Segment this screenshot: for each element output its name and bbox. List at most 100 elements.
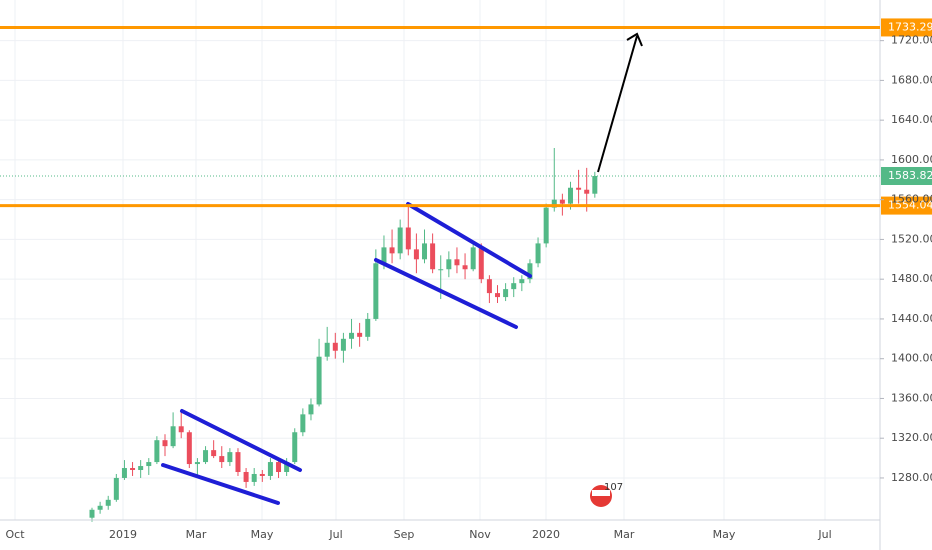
level-label: 1733.29 [888, 20, 932, 33]
candle-body [381, 247, 387, 264]
badge: 107 [590, 482, 623, 507]
candle-body [146, 462, 152, 467]
candle-body [332, 342, 338, 351]
x-tick-label: 2020 [532, 528, 560, 541]
candle-body [308, 404, 314, 415]
y-tick-label: 1360.00 [891, 391, 932, 404]
candle-body [519, 279, 525, 284]
level-label-bg [881, 196, 932, 215]
candle-body [413, 249, 419, 260]
grid [0, 0, 880, 520]
candle-body [478, 247, 484, 280]
candle-body [373, 263, 379, 319]
y-tick-label: 1480.00 [891, 272, 932, 285]
y-tick-label: 1600.00 [891, 153, 932, 166]
badge-count: 107 [604, 482, 623, 493]
last-price-label: 1583.82 [888, 169, 932, 182]
candle-body [113, 477, 119, 500]
candle-body [592, 175, 598, 194]
x-tick-label: Jul [817, 528, 831, 541]
candle-body [89, 509, 95, 518]
x-tick-label: 2019 [109, 528, 137, 541]
y-tick-label: 1640.00 [891, 113, 932, 126]
candle-body [389, 247, 395, 254]
candle-body [267, 462, 273, 476]
candle-body [162, 440, 168, 447]
candle-body [97, 505, 103, 510]
x-tick-label: Nov [469, 528, 491, 541]
candle-body [584, 189, 590, 194]
candle-body [292, 432, 298, 463]
candle-body [430, 243, 436, 270]
candle-body [130, 468, 136, 471]
candle-body [486, 279, 492, 294]
candle-body [170, 426, 176, 447]
candle-body [527, 263, 533, 280]
candle-body [535, 243, 541, 264]
trend-line [406, 202, 532, 278]
arrow [597, 32, 643, 173]
candle-body [446, 259, 452, 270]
candle-body [284, 462, 290, 472]
candle-body [397, 227, 403, 254]
trend-line [374, 258, 518, 329]
candle-body [138, 466, 144, 471]
level-label: 1554.04 [888, 199, 932, 212]
candle-body [186, 432, 192, 465]
candle-body [203, 450, 209, 463]
candle-body [194, 462, 200, 465]
x-tick-label: Oct [5, 528, 25, 541]
y-tick-label: 1560.00 [891, 193, 932, 206]
y-tick-label: 1520.00 [891, 232, 932, 245]
candle-body [511, 283, 517, 290]
level-label-bg [881, 18, 932, 37]
candle-body [211, 450, 217, 457]
arrow-shaft [597, 35, 638, 173]
candle-body [219, 456, 225, 463]
x-tick-label: Mar [614, 528, 635, 541]
candle-body [154, 440, 160, 463]
x-tick-label: Sep [394, 528, 415, 541]
x-tick-label: May [713, 528, 736, 541]
y-tick-label: 1400.00 [891, 352, 932, 365]
candle-body [349, 332, 355, 339]
candle-body [121, 468, 127, 478]
candle-body [422, 243, 428, 260]
candle-body [365, 318, 371, 337]
candle-body [357, 332, 363, 337]
badge-stripe [592, 490, 610, 496]
trend-line [180, 409, 302, 472]
x-tick-label: Mar [186, 528, 207, 541]
candle-body [454, 259, 460, 266]
last-price-bg [881, 166, 932, 185]
candle-body [543, 207, 549, 244]
candle-body [300, 414, 306, 433]
candle-body [105, 499, 111, 506]
candle-body [316, 356, 322, 405]
y-tick-label: 1280.00 [891, 471, 932, 484]
candle-body [503, 289, 509, 298]
candle-body [227, 452, 233, 463]
x-tick-label: May [251, 528, 274, 541]
candle-body [438, 269, 444, 271]
candle-body [462, 265, 468, 270]
y-tick-label: 1320.00 [891, 431, 932, 444]
candle-body [251, 473, 257, 482]
candle-body [235, 452, 241, 472]
candle-body [259, 473, 265, 476]
candle-body [276, 462, 282, 472]
trend-line [161, 463, 280, 505]
candle-body [405, 227, 411, 250]
candle-body [551, 199, 557, 208]
drawings [161, 202, 532, 505]
x-tick-label: Jul [328, 528, 342, 541]
arrow-head [626, 32, 643, 47]
candle-body [567, 187, 573, 204]
candle-body [340, 338, 346, 351]
candle-body [559, 199, 565, 204]
y-tick-label: 1440.00 [891, 312, 932, 325]
candle-body [495, 293, 500, 298]
candle-body [470, 247, 476, 270]
candle-body [324, 342, 330, 357]
